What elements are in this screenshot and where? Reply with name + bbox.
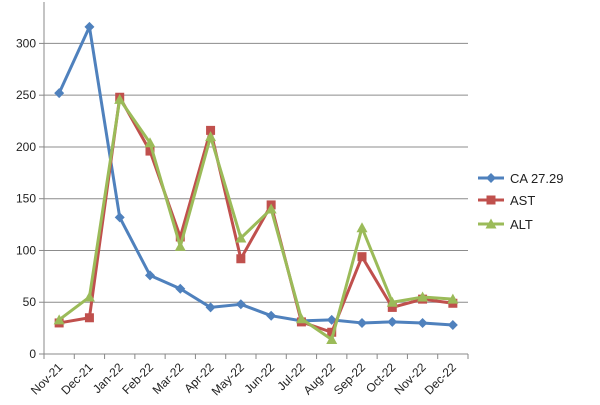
- point-ca-27-29-dec-22: [447, 320, 458, 331]
- series-alt: [53, 93, 459, 345]
- y-tick-label-0: 0: [29, 347, 36, 361]
- point-ca-27-29-apr-22: [205, 302, 216, 313]
- x-tick-labels: Nov-21Dec-21Jan-22Feb-22Mar-22Apr-22May-…: [28, 360, 459, 398]
- y-tick-label-300: 300: [16, 36, 36, 50]
- y-tick-labels: 0 50 100 150 200 250 300: [16, 36, 36, 361]
- legend: CA 27.29 AST ALT: [478, 171, 564, 232]
- point-ast-sep-22: [357, 252, 367, 262]
- point-alt-sep-22: [356, 222, 368, 233]
- point-ast-oct-22: [387, 302, 397, 312]
- point-ca-27-29-dec-21: [84, 21, 95, 32]
- point-ca-27-29-jan-22: [114, 212, 125, 223]
- legend-item-ast: AST: [478, 193, 535, 208]
- point-alt-jul-22: [295, 313, 307, 324]
- y-tick-label-150: 150: [16, 192, 36, 206]
- point-ast-mar-22: [175, 232, 185, 242]
- point-alt-nov-22: [417, 291, 429, 302]
- x-tick-label-dec-21: Dec-21: [58, 360, 95, 397]
- x-tick-label-dec-22: Dec-22: [422, 360, 459, 397]
- point-ca-27-29-may-22: [235, 299, 246, 310]
- point-ca-27-29-oct-22: [387, 316, 398, 327]
- x-tick-label-nov-22: Nov-22: [391, 360, 428, 397]
- x-tick-label-jan-22: Jan-22: [90, 360, 126, 396]
- x-tick-label-feb-22: Feb-22: [119, 360, 156, 397]
- point-ca-27-29-sep-22: [357, 317, 367, 328]
- point-ca-27-29-mar-22: [175, 283, 186, 294]
- legend-item-ca-27-29: CA 27.29: [478, 171, 564, 186]
- point-alt-dec-22: [447, 293, 459, 304]
- y-tick-label-200: 200: [16, 140, 36, 154]
- x-tick-label-aug-22: Aug-22: [301, 360, 338, 397]
- point-alt-dec-21: [83, 291, 95, 302]
- point-ca-27-29-feb-22: [145, 270, 155, 281]
- y-tick-label-50: 50: [23, 295, 37, 309]
- point-alt-jan-22: [114, 93, 126, 104]
- point-alt-nov-21: [53, 314, 65, 325]
- x-tick-label-jun-22: Jun-22: [241, 360, 277, 396]
- point-ca-27-29-nov-21: [54, 88, 65, 99]
- point-alt-oct-22: [386, 296, 398, 307]
- point-alt-jun-22: [265, 203, 277, 214]
- point-alt-feb-22: [144, 137, 156, 148]
- point-ca-27-29-jun-22: [266, 310, 277, 321]
- point-ast-feb-22: [145, 146, 155, 156]
- legend-marker-ast: [486, 195, 496, 205]
- series-line-ca-27-29: [57, 25, 453, 327]
- legend-label-ast: AST: [510, 193, 535, 208]
- grid: [39, 42, 469, 359]
- point-ca-27-29-nov-22: [417, 317, 428, 328]
- point-ast-dec-21: [84, 313, 94, 323]
- x-tick-label-mar-22: Mar-22: [150, 360, 187, 397]
- point-alt-aug-22: [326, 334, 338, 345]
- series-line-alt: [58, 97, 453, 342]
- point-alt-mar-22: [174, 240, 186, 251]
- x-tick-label-nov-21: Nov-21: [28, 360, 65, 397]
- point-ast-apr-22: [206, 125, 216, 135]
- y-tick-label-250: 250: [16, 88, 36, 102]
- x-tick-label-sep-22: Sep-22: [331, 360, 368, 397]
- series-ca-27-29: [54, 21, 458, 331]
- y-tick-label-100: 100: [16, 243, 36, 257]
- point-ast-aug-22: [327, 327, 337, 337]
- legend-item-alt: ALT: [478, 217, 533, 232]
- series: [53, 21, 459, 345]
- axes: [43, 2, 468, 355]
- x-tick-label-may-22: May-22: [209, 360, 247, 398]
- legend-label-alt: ALT: [510, 217, 533, 232]
- point-alt-apr-22: [205, 131, 217, 142]
- legend-label-ca-27-29: CA 27.29: [510, 171, 564, 186]
- legend-marker-ca-27-29: [486, 173, 496, 183]
- point-ast-may-22: [236, 254, 246, 264]
- legend-marker-alt: [485, 218, 497, 229]
- point-alt-may-22: [235, 232, 247, 243]
